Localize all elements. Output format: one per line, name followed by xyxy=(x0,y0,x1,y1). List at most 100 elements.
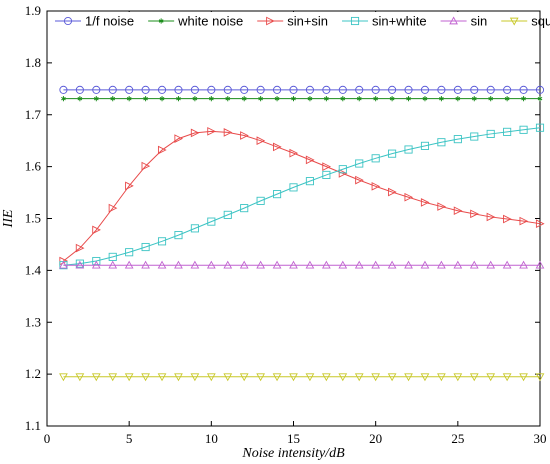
data-point-sin xyxy=(305,260,315,269)
series-1-f-noise xyxy=(59,85,545,94)
data-point-square xyxy=(174,373,183,382)
data-point-square xyxy=(338,373,348,382)
data-point-sin xyxy=(453,260,463,269)
data-point-white-noise xyxy=(241,96,247,102)
data-point-1-f-noise xyxy=(535,85,545,94)
data-point-sin-white xyxy=(355,159,364,168)
legend-label: 1/f noise xyxy=(85,14,134,29)
series-square xyxy=(59,373,545,382)
data-point-square xyxy=(453,373,463,382)
legend-entry-sin-white: sin+white xyxy=(342,14,427,29)
legend-box xyxy=(48,12,539,30)
data-point-sin xyxy=(289,260,298,269)
data-point-sin xyxy=(437,260,446,269)
plot-area xyxy=(46,10,541,427)
data-point-sin-white xyxy=(404,145,413,154)
data-point-sin-sin xyxy=(486,212,496,222)
data-point-sin xyxy=(338,260,348,269)
data-point-sin xyxy=(91,260,101,269)
data-point-1-f-noise xyxy=(322,85,331,94)
data-point-white-noise xyxy=(356,96,362,102)
legend-entry-sin: sin xyxy=(440,14,487,29)
legend-entry-sin-sin: sin+sin xyxy=(257,14,328,29)
data-point-sin xyxy=(322,260,331,269)
series-sin xyxy=(59,260,545,269)
data-point-sin-sin xyxy=(420,198,430,207)
y-tick-label: 1.6 xyxy=(25,159,42,174)
data-point-white-noise xyxy=(439,96,444,102)
data-point-sin xyxy=(174,260,183,269)
data-point-sin-sin xyxy=(256,136,266,146)
data-point-sin-white xyxy=(75,259,84,268)
data-point-1-f-noise xyxy=(207,85,216,94)
data-point-square xyxy=(519,373,528,382)
y-tick-label: 1.5 xyxy=(25,211,41,226)
data-point-square xyxy=(239,373,249,382)
x-tick-label: 10 xyxy=(205,431,218,446)
series-sin-sin xyxy=(59,127,545,266)
data-point-sin-white xyxy=(322,170,331,179)
data-point-sin xyxy=(108,260,118,269)
data-point-sin-white xyxy=(305,177,314,186)
data-point-sin xyxy=(404,260,413,269)
data-point-square xyxy=(206,373,216,382)
x-axis: 0 5 10 15 20 25 30 xyxy=(44,11,547,446)
data-point-white-noise xyxy=(192,96,198,102)
data-point-sin-white xyxy=(420,141,430,150)
data-point-white-noise xyxy=(471,96,477,102)
data-point-white-noise xyxy=(340,96,346,102)
data-point-sin xyxy=(124,260,134,269)
data-point-white-noise xyxy=(225,96,231,102)
legend-marker-sin-white xyxy=(350,16,360,26)
data-point-sin-sin xyxy=(503,214,512,224)
data-point-1-f-noise xyxy=(223,85,232,94)
data-point-sin-white xyxy=(223,210,232,219)
data-point-square xyxy=(502,373,512,382)
data-point-sin-sin xyxy=(355,175,364,185)
data-point-white-noise xyxy=(406,96,411,102)
data-point-sin-white xyxy=(273,190,282,199)
data-point-sin-white xyxy=(453,135,462,144)
data-point-sin-sin xyxy=(338,169,348,178)
data-point-white-noise xyxy=(291,96,296,102)
data-point-square xyxy=(404,373,413,382)
data-point-1-f-noise xyxy=(256,85,265,94)
data-point-square xyxy=(354,373,364,382)
data-point-sin-white xyxy=(125,248,134,257)
data-point-sin-white xyxy=(108,252,117,261)
data-point-sin xyxy=(354,260,364,269)
data-point-1-f-noise xyxy=(273,85,282,94)
x-axis-title: Noise intensity/dB xyxy=(241,446,345,461)
data-point-square xyxy=(322,373,331,382)
y-axis-title: IIE xyxy=(1,209,16,228)
data-point-sin-white xyxy=(437,138,446,147)
data-point-1-f-noise xyxy=(486,85,495,94)
data-point-sin xyxy=(141,260,150,269)
data-point-white-noise xyxy=(373,96,379,102)
data-point-sin xyxy=(223,260,233,269)
data-point-white-noise xyxy=(274,96,280,102)
data-point-square xyxy=(124,373,134,382)
legend-marker-1-f-noise xyxy=(63,16,73,26)
data-point-sin xyxy=(469,260,479,269)
data-point-1-f-noise xyxy=(420,85,430,94)
data-point-1-f-noise xyxy=(371,85,380,94)
data-point-sin-white xyxy=(174,231,183,240)
data-point-1-f-noise xyxy=(174,85,183,94)
y-tick-label: 1.4 xyxy=(25,262,42,277)
data-point-sin-white xyxy=(535,123,545,132)
data-point-white-noise xyxy=(324,96,329,102)
y-axis: 1.1 1.2 1.3 1.4 1.5 1.6 1.7 1.8 1.9 xyxy=(25,3,540,433)
data-point-sin xyxy=(371,260,381,269)
data-point-sin-sin xyxy=(371,182,381,191)
data-point-square xyxy=(223,373,233,382)
data-point-sin-sin xyxy=(223,128,233,137)
x-tick-label: 0 xyxy=(44,431,51,446)
data-point-white-noise xyxy=(455,96,461,102)
x-tick-label: 25 xyxy=(451,431,464,446)
data-point-sin-white xyxy=(371,154,380,163)
data-point-square xyxy=(59,373,68,382)
data-point-square xyxy=(289,373,298,382)
data-point-1-f-noise xyxy=(125,85,134,94)
data-point-white-noise xyxy=(537,96,543,102)
